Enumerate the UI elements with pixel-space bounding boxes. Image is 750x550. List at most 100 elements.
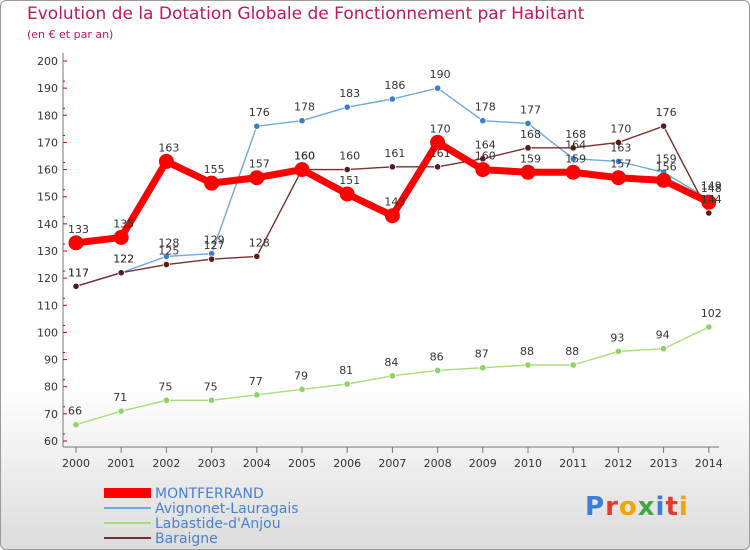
data-point bbox=[208, 255, 216, 263]
data-label: 186 bbox=[384, 79, 405, 92]
data-point bbox=[569, 155, 577, 163]
data-point bbox=[162, 260, 170, 269]
y-tick-label: 110 bbox=[37, 299, 58, 312]
data-label: 190 bbox=[430, 68, 451, 81]
y-tick-label: 160 bbox=[37, 164, 58, 177]
logo-letter: x bbox=[637, 492, 656, 522]
data-label: 122 bbox=[113, 253, 134, 266]
logo-letter: i bbox=[655, 492, 666, 522]
data-label: 177 bbox=[520, 103, 541, 116]
data-point bbox=[204, 175, 220, 191]
data-point bbox=[113, 229, 129, 245]
data-label: 87 bbox=[475, 348, 489, 361]
legend-label: Labastide-d'Anjou bbox=[155, 516, 281, 532]
data-point bbox=[659, 122, 668, 130]
data-point bbox=[298, 385, 306, 394]
data-point bbox=[433, 163, 442, 171]
data-labels: 117 122 128 129 176 178 183 186 190 178 177 164 163 1… bbox=[68, 68, 722, 418]
y-tick-label: 100 bbox=[37, 326, 58, 339]
data-point bbox=[294, 162, 310, 178]
logo-letter: t bbox=[665, 492, 679, 522]
x-tick-label: 2006 bbox=[333, 457, 361, 470]
y-tick-label: 90 bbox=[44, 354, 58, 367]
x-tick-label: 2009 bbox=[469, 457, 497, 470]
y-tick-label: 190 bbox=[37, 82, 58, 95]
x-tick-label: 2002 bbox=[152, 457, 180, 470]
data-point bbox=[479, 117, 487, 125]
data-point bbox=[343, 165, 351, 174]
x-tick-label: 2003 bbox=[198, 457, 226, 470]
data-label: 157 bbox=[249, 158, 270, 171]
proxiti-logo: Proxiti bbox=[585, 492, 689, 522]
data-label: 163 bbox=[610, 141, 631, 154]
data-point bbox=[614, 347, 623, 356]
data-point bbox=[433, 366, 442, 375]
data-label: 160 bbox=[294, 150, 315, 163]
series-layer bbox=[68, 84, 717, 429]
data-point bbox=[430, 134, 446, 150]
data-label: 183 bbox=[339, 87, 360, 100]
data-point bbox=[614, 138, 623, 147]
data-point bbox=[208, 396, 216, 404]
data-label: 88 bbox=[565, 345, 579, 358]
data-label: 86 bbox=[430, 350, 444, 363]
legend: MONTFERRANDAvignonet-LauragaisLabastide-… bbox=[104, 486, 299, 547]
y-tick-label: 70 bbox=[44, 408, 58, 421]
data-label: 160 bbox=[294, 150, 315, 163]
legend-label: Baraigne bbox=[155, 531, 218, 547]
data-label: 75 bbox=[158, 380, 172, 393]
x-tick-label: 2014 bbox=[695, 457, 723, 470]
data-label: 161 bbox=[430, 147, 451, 160]
y-tick-label: 170 bbox=[37, 136, 58, 149]
data-point bbox=[388, 163, 396, 171]
data-label: 160 bbox=[339, 150, 360, 163]
legend-label: MONTFERRAND bbox=[155, 486, 264, 502]
data-point bbox=[72, 282, 80, 290]
logo-letter: o bbox=[618, 492, 638, 522]
y-tick-label: 130 bbox=[37, 245, 58, 258]
data-point bbox=[162, 396, 170, 404]
data-point bbox=[162, 252, 170, 261]
data-label: 178 bbox=[294, 101, 315, 114]
data-point bbox=[388, 95, 396, 103]
data-label: 149 bbox=[701, 179, 722, 192]
data-label: 160 bbox=[475, 150, 496, 163]
data-label: 144 bbox=[701, 193, 722, 206]
data-point bbox=[701, 194, 717, 210]
data-point bbox=[158, 153, 174, 169]
data-label: 168 bbox=[565, 128, 586, 141]
y-tick-label: 80 bbox=[44, 381, 58, 394]
x-tick-label: 2012 bbox=[604, 457, 632, 470]
data-label: 159 bbox=[565, 152, 586, 165]
data-point bbox=[433, 84, 442, 92]
data-label: 157 bbox=[610, 158, 631, 171]
y-tick-label: 120 bbox=[37, 272, 58, 285]
data-label: 170 bbox=[430, 122, 451, 135]
data-label: 93 bbox=[610, 331, 624, 344]
data-label: 88 bbox=[520, 345, 534, 358]
data-point bbox=[117, 269, 125, 277]
data-point bbox=[565, 164, 581, 180]
data-point bbox=[524, 361, 532, 369]
data-label: 164 bbox=[565, 139, 586, 152]
logo-letter: r bbox=[605, 492, 619, 522]
data-label: 129 bbox=[204, 234, 225, 247]
data-label: 133 bbox=[68, 223, 89, 236]
logo-letter: P bbox=[585, 492, 606, 522]
data-point bbox=[479, 155, 487, 163]
data-label: 156 bbox=[656, 160, 677, 173]
data-point bbox=[343, 380, 351, 388]
data-point bbox=[705, 209, 713, 217]
data-label: 155 bbox=[204, 163, 225, 176]
data-label: 128 bbox=[158, 236, 179, 249]
y-tick-label: 200 bbox=[37, 55, 58, 68]
data-label: 77 bbox=[249, 375, 263, 388]
data-label: 102 bbox=[701, 307, 722, 320]
legend-label: Avignonet-Lauragais bbox=[155, 501, 299, 517]
data-point bbox=[569, 144, 577, 152]
x-tick-label: 2008 bbox=[424, 457, 452, 470]
data-point bbox=[659, 345, 668, 353]
x-tick-label: 2007 bbox=[378, 457, 406, 470]
